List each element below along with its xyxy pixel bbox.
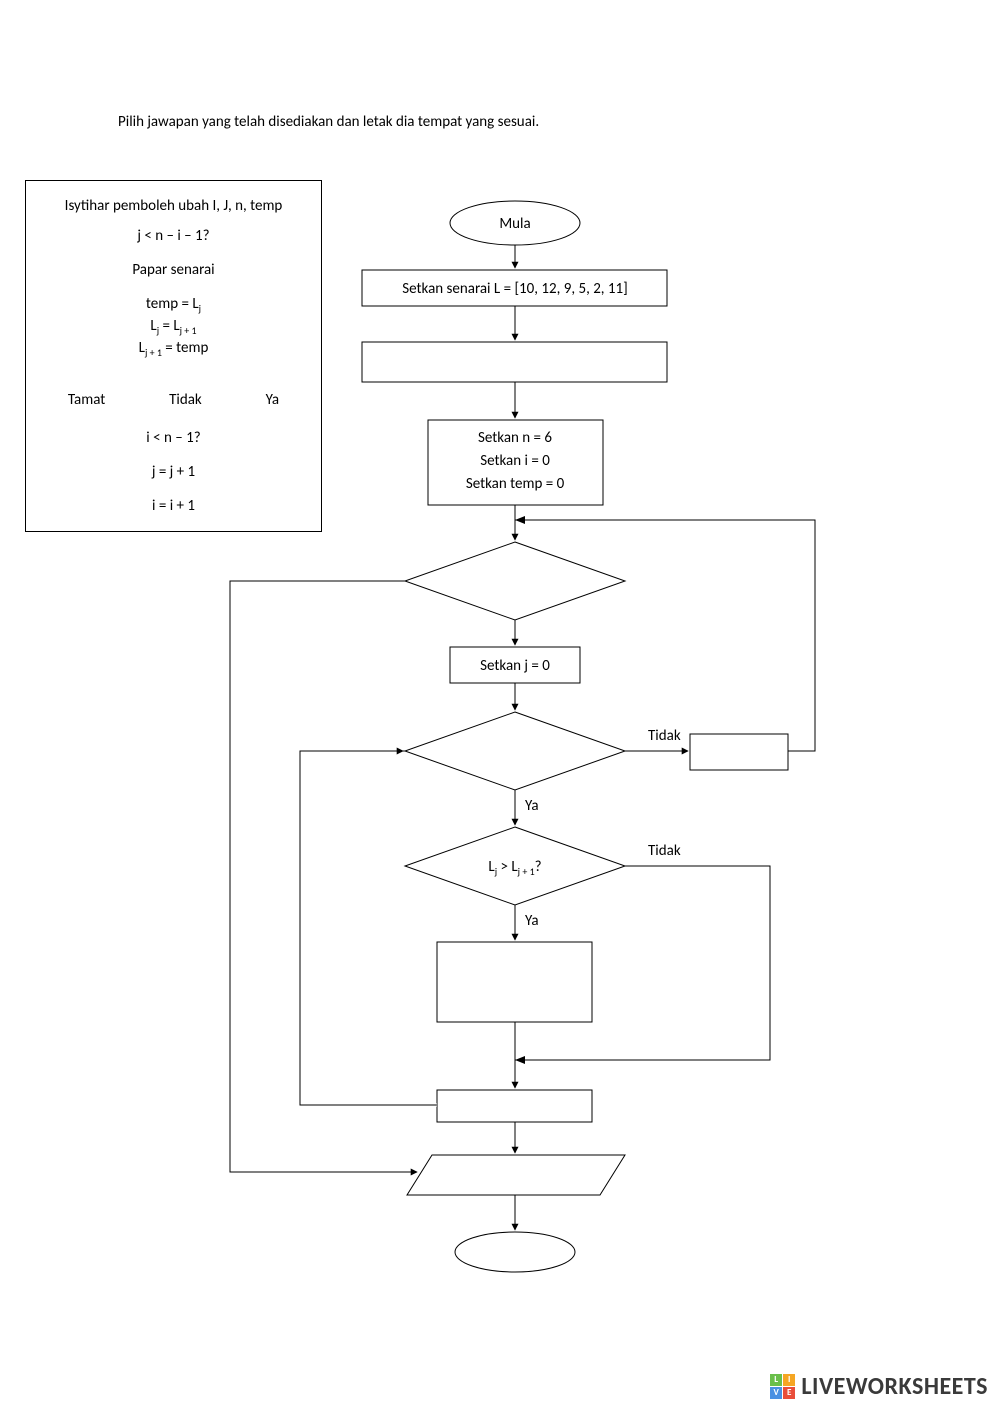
label-dec2-ya: Ya xyxy=(525,797,539,815)
label-compare: Lj > Lj + 1? xyxy=(488,858,541,878)
path-dec3-no xyxy=(515,866,770,1060)
label-settemp: Setkan temp = 0 xyxy=(466,475,565,493)
logo-i: I xyxy=(783,1374,795,1386)
label-setn: Setkan n = 6 xyxy=(478,429,552,447)
logo-icon: L I V E xyxy=(770,1374,795,1399)
label-dec3-ya: Ya xyxy=(525,912,539,930)
path-dec3-no-arrow xyxy=(515,1056,525,1064)
loop-j xyxy=(300,751,437,1105)
drop-swap[interactable] xyxy=(437,942,592,1022)
drop-output[interactable] xyxy=(407,1155,625,1195)
logo-e: E xyxy=(783,1387,795,1399)
drop-decision-i[interactable] xyxy=(405,542,625,620)
label-mula: Mula xyxy=(499,215,530,233)
liveworksheets-logo: L I V E LIVEWORKSHEETS xyxy=(770,1372,988,1401)
logo-v: V xyxy=(770,1387,782,1399)
drop-inc-j[interactable] xyxy=(437,1090,592,1122)
flowchart: Mula Setkan senarai L = [10, 12, 9, 5, 2… xyxy=(0,0,1000,1413)
drop-decision-j[interactable] xyxy=(405,712,625,790)
drop-declare[interactable] xyxy=(362,342,667,382)
loop-i xyxy=(515,520,815,751)
drop-inc-i[interactable] xyxy=(690,734,788,770)
path-dec2-left xyxy=(300,751,437,1105)
loop-i-arrowhead xyxy=(515,516,525,524)
page: Pilih jawapan yang telah disediakan dan … xyxy=(0,0,1000,1413)
logo-text: LIVEWORKSHEETS xyxy=(801,1372,988,1401)
path-dec1-no xyxy=(230,581,417,1172)
label-setlist: Setkan senarai L = [10, 12, 9, 5, 2, 11] xyxy=(402,280,628,298)
label-dec3-tidak: Tidak xyxy=(648,842,681,860)
label-seti: Setkan i = 0 xyxy=(480,452,550,470)
drop-tamat[interactable] xyxy=(455,1232,575,1272)
label-dec2-tidak: Tidak xyxy=(648,727,681,745)
label-setj: Setkan j = 0 xyxy=(480,657,550,675)
logo-l: L xyxy=(770,1374,782,1386)
